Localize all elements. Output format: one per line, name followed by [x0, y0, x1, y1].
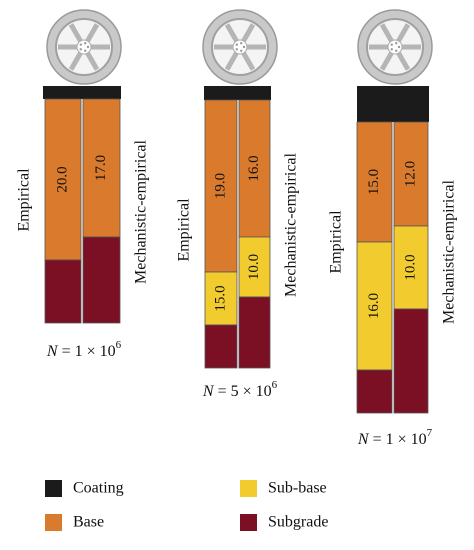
legend-swatch [45, 514, 62, 531]
subgrade-layer [82, 236, 121, 324]
tire-bolt [397, 45, 401, 49]
tire-bolt [390, 43, 393, 46]
legend-label: Subgrade [268, 514, 328, 531]
tire-spoke [379, 51, 394, 71]
layer-thickness: 19.0 [212, 173, 228, 199]
tire-bolt [84, 49, 87, 53]
tire-bolt [235, 48, 238, 51]
n-exponent: 6 [272, 379, 278, 391]
tire-spoke [224, 23, 239, 43]
tire-spoke [396, 23, 411, 43]
layer-thickness: 15.0 [366, 169, 382, 195]
base-layer [44, 98, 82, 261]
mechanistic-label: Mechanistic-empirical [283, 152, 300, 296]
subgrade-layer [204, 324, 238, 369]
load-repetitions: N = 1 × 106 [46, 339, 122, 360]
layer-thickness: 10.0 [246, 254, 262, 280]
sub-base-layer [204, 271, 238, 326]
subgrade-layer [44, 259, 82, 324]
n-symbol: N [357, 431, 370, 448]
load-repetitions: N = 5 × 106 [202, 379, 278, 400]
tire-spoke [68, 51, 83, 71]
tire-bolt [84, 41, 87, 45]
legend-swatch [240, 480, 257, 497]
tire-spoke [241, 51, 256, 71]
tire-bolt [395, 49, 398, 53]
coating-layer [357, 86, 429, 122]
sub-base-layer [393, 225, 429, 310]
mechanistic-label: Mechanistic-empirical [441, 179, 458, 323]
tire-spoke [379, 23, 394, 43]
tire-bolt [240, 49, 243, 53]
layer-thickness: 16.0 [366, 293, 382, 319]
subgrade-layer [393, 308, 429, 414]
n-exponent: 7 [427, 427, 433, 439]
n-symbol: N [202, 383, 215, 400]
tire-bolt [395, 41, 398, 45]
sub-base-layer [356, 241, 393, 371]
legend-label: Base [73, 514, 104, 531]
empirical-label: Empirical [176, 198, 193, 262]
base-layer [82, 98, 121, 238]
load-repetitions: N = 1 × 107 [357, 427, 433, 448]
tire-bolt [79, 43, 82, 46]
base-layer [204, 99, 238, 273]
legend-label: Sub-base [268, 480, 327, 497]
legend-label: Coating [73, 480, 124, 497]
tire-spoke [241, 23, 256, 43]
base-layer [356, 121, 393, 243]
tire-bolt [235, 43, 238, 46]
mechanistic-label: Mechanistic-empirical [133, 139, 150, 283]
n-expression: = 5 × 10 [214, 383, 272, 400]
layer-thickness: 17.0 [93, 155, 109, 181]
tire-bolt [79, 48, 82, 51]
empirical-label: Empirical [328, 210, 345, 274]
tire-spoke [85, 51, 100, 71]
subgrade-layer [238, 296, 271, 369]
coating-layer [204, 86, 271, 100]
tire-spoke [396, 51, 411, 71]
n-exponent: 6 [116, 339, 122, 351]
legend-swatch [45, 480, 62, 497]
tire-spoke [68, 23, 83, 43]
tire-bolt [242, 45, 246, 49]
tire-spoke [224, 51, 239, 71]
tire [46, 9, 122, 85]
tire-bolt [86, 45, 90, 49]
tire [357, 9, 433, 85]
base-layer [238, 99, 271, 238]
layer-thickness: 20.0 [54, 166, 70, 192]
tire [202, 9, 278, 85]
tire-bolt [240, 41, 243, 45]
base-layer [393, 121, 429, 227]
legend-swatch [240, 514, 257, 531]
layer-thickness: 10.0 [402, 254, 418, 280]
layer-thickness: 12.0 [402, 161, 418, 187]
tire-bolt [390, 48, 393, 51]
n-expression: = 1 × 10 [58, 343, 116, 360]
n-symbol: N [46, 343, 59, 360]
coating-layer [43, 86, 121, 99]
empirical-label: Empirical [16, 168, 33, 232]
layer-thickness: 16.0 [246, 155, 262, 181]
n-expression: = 1 × 10 [369, 431, 427, 448]
layer-thickness: 15.0 [212, 285, 228, 311]
subgrade-layer [356, 369, 393, 414]
tire-spoke [85, 23, 100, 43]
